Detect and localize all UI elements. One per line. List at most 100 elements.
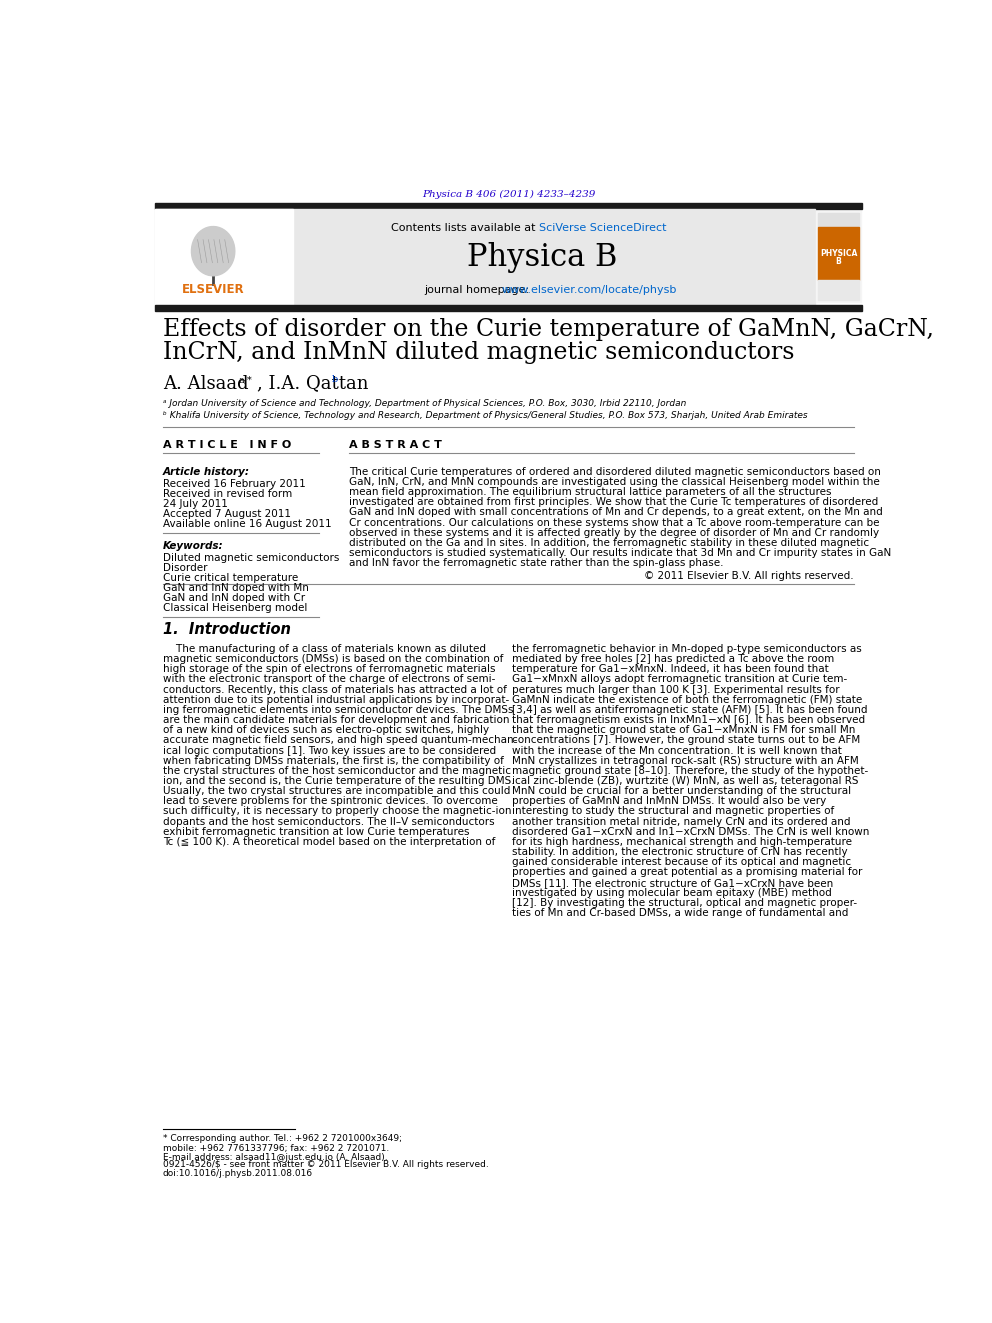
- Text: Physica B: Physica B: [467, 242, 618, 273]
- Bar: [816, 212, 861, 302]
- Text: Received in revised form: Received in revised form: [163, 490, 292, 499]
- Text: lead to severe problems for the spintronic devices. To overcome: lead to severe problems for the spintron…: [163, 796, 498, 806]
- Bar: [155, 209, 293, 306]
- Text: MnN crystallizes in tetragonal rock-salt (RS) structure with an AFM: MnN crystallizes in tetragonal rock-salt…: [512, 755, 858, 766]
- Text: with the electronic transport of the charge of electrons of semi-: with the electronic transport of the cha…: [163, 675, 495, 684]
- Text: that ferromagnetism exists in InxMn1−xN [6]. It has been observed: that ferromagnetism exists in InxMn1−xN …: [512, 714, 865, 725]
- Bar: [155, 306, 862, 311]
- Text: 1.  Introduction: 1. Introduction: [163, 622, 291, 638]
- Text: ing ferromagnetic elements into semiconductor devices. The DMSs: ing ferromagnetic elements into semicond…: [163, 705, 513, 714]
- Text: disordered Ga1−xCrxN and In1−xCrxN DMSs. The CrN is well known: disordered Ga1−xCrxN and In1−xCrxN DMSs.…: [512, 827, 869, 837]
- Text: Effects of disorder on the Curie temperature of GaMnN, GaCrN,: Effects of disorder on the Curie tempera…: [163, 319, 933, 341]
- Text: the crystal structures of the host semiconductor and the magnetic: the crystal structures of the host semic…: [163, 766, 511, 775]
- Text: The manufacturing of a class of materials known as diluted: The manufacturing of a class of material…: [163, 644, 486, 654]
- Text: ᵇ Khalifa University of Science, Technology and Research, Department of Physics/: ᵇ Khalifa University of Science, Technol…: [163, 410, 807, 419]
- Text: high storage of the spin of electrons of ferromagnetic materials: high storage of the spin of electrons of…: [163, 664, 495, 675]
- Text: Cr concentrations. Our calculations on these systems show that a Tc above room-t: Cr concentrations. Our calculations on t…: [349, 517, 879, 528]
- Text: interesting to study the structural and magnetic properties of: interesting to study the structural and …: [512, 807, 833, 816]
- Text: GaN, InN, CrN, and MnN compounds are investigated using the classical Heisenberg: GaN, InN, CrN, and MnN compounds are inv…: [349, 476, 880, 487]
- Text: journal homepage:: journal homepage:: [425, 284, 534, 295]
- Text: ELSEVIER: ELSEVIER: [182, 283, 244, 296]
- Text: Received 16 February 2011: Received 16 February 2011: [163, 479, 306, 490]
- Text: E-mail address: alsaad11@just.edu.jo (A. Alsaad).: E-mail address: alsaad11@just.edu.jo (A.…: [163, 1152, 387, 1162]
- Text: A B S T R A C T: A B S T R A C T: [349, 441, 441, 450]
- Text: 24 July 2011: 24 July 2011: [163, 499, 227, 509]
- Text: A R T I C L E   I N F O: A R T I C L E I N F O: [163, 441, 291, 450]
- Text: GaN and InN doped with Mn: GaN and InN doped with Mn: [163, 583, 309, 593]
- Text: Ga1−xMnxN alloys adopt ferromagnetic transition at Curie tem-: Ga1−xMnxN alloys adopt ferromagnetic tra…: [512, 675, 847, 684]
- Text: Keywords:: Keywords:: [163, 541, 223, 550]
- Text: ᵃ Jordan University of Science and Technology, Department of Physical Sciences, : ᵃ Jordan University of Science and Techn…: [163, 400, 686, 407]
- Text: * Corresponding author. Tel.: +962 2 7201000x3649;: * Corresponding author. Tel.: +962 2 720…: [163, 1134, 402, 1143]
- Text: investigated are obtained from first principles. We show that the Curie Tc tempe: investigated are obtained from first pri…: [349, 497, 878, 507]
- Text: peratures much larger than 100 K [3]. Experimental results for: peratures much larger than 100 K [3]. Ex…: [512, 684, 839, 695]
- Text: such difficulty, it is necessary to properly choose the magnetic-ion: such difficulty, it is necessary to prop…: [163, 807, 511, 816]
- Text: properties of GaMnN and InMnN DMSs. It would also be very: properties of GaMnN and InMnN DMSs. It w…: [512, 796, 825, 806]
- Text: magnetic ground state [8–10]. Therefore, the study of the hypothet-: magnetic ground state [8–10]. Therefore,…: [512, 766, 868, 775]
- Text: for its high hardness, mechanical strength and high-temperature: for its high hardness, mechanical streng…: [512, 837, 851, 847]
- Text: SciVerse ScienceDirect: SciVerse ScienceDirect: [540, 224, 667, 233]
- Text: Diluted magnetic semiconductors: Diluted magnetic semiconductors: [163, 553, 339, 564]
- Text: DMSs [11]. The electronic structure of Ga1−xCrxN have been: DMSs [11]. The electronic structure of G…: [512, 877, 832, 888]
- Text: ical zinc-blende (ZB), wurtzite (W) MnN, as well as, teteragonal RS: ical zinc-blende (ZB), wurtzite (W) MnN,…: [512, 777, 858, 786]
- Text: b: b: [331, 376, 338, 384]
- Text: with the increase of the Mn concentration. It is well known that: with the increase of the Mn concentratio…: [512, 745, 841, 755]
- Text: ties of Mn and Cr-based DMSs, a wide range of fundamental and: ties of Mn and Cr-based DMSs, a wide ran…: [512, 908, 848, 918]
- Bar: [817, 280, 859, 300]
- Text: temperature for Ga1−xMnxN. Indeed, it has been found that: temperature for Ga1−xMnxN. Indeed, it ha…: [512, 664, 828, 675]
- Text: Contents lists available at: Contents lists available at: [392, 224, 540, 233]
- Text: A. Alsaad: A. Alsaad: [163, 374, 254, 393]
- Polygon shape: [191, 226, 235, 275]
- Text: ical logic computations [1]. Two key issues are to be considered: ical logic computations [1]. Two key iss…: [163, 745, 496, 755]
- Text: Disorder: Disorder: [163, 564, 207, 573]
- Text: www.elsevier.com/locate/physb: www.elsevier.com/locate/physb: [501, 284, 677, 295]
- Text: the ferromagnetic behavior in Mn-doped p-type semiconductors as: the ferromagnetic behavior in Mn-doped p…: [512, 644, 861, 654]
- Text: [12]. By investigating the structural, optical and magnetic proper-: [12]. By investigating the structural, o…: [512, 898, 857, 908]
- Text: GaN and InN doped with small concentrations of Mn and Cr depends, to a great ext: GaN and InN doped with small concentrati…: [349, 508, 883, 517]
- Text: conductors. Recently, this class of materials has attracted a lot of: conductors. Recently, this class of mate…: [163, 684, 507, 695]
- Bar: [155, 209, 815, 306]
- Text: Physica B 406 (2011) 4233–4239: Physica B 406 (2011) 4233–4239: [422, 189, 595, 198]
- Text: B: B: [835, 257, 841, 266]
- Text: ion, and the second is, the Curie temperature of the resulting DMS.: ion, and the second is, the Curie temper…: [163, 777, 515, 786]
- Text: The critical Curie temperatures of ordered and disordered diluted magnetic semic: The critical Curie temperatures of order…: [349, 467, 881, 476]
- Text: distributed on the Ga and In sites. In addition, the ferromagnetic stability in : distributed on the Ga and In sites. In a…: [349, 538, 869, 548]
- Text: Classical Heisenberg model: Classical Heisenberg model: [163, 603, 308, 613]
- Text: [3,4] as well as antiferromagnetic state (AFM) [5]. It has been found: [3,4] as well as antiferromagnetic state…: [512, 705, 867, 714]
- Text: MnN could be crucial for a better understanding of the structural: MnN could be crucial for a better unders…: [512, 786, 850, 796]
- Text: , I.A. Qattan: , I.A. Qattan: [257, 374, 374, 393]
- Text: observed in these systems and it is affected greatly by the degree of disorder o: observed in these systems and it is affe…: [349, 528, 879, 537]
- Text: Accepted 7 August 2011: Accepted 7 August 2011: [163, 509, 291, 519]
- Text: of a new kind of devices such as electro-optic switches, highly: of a new kind of devices such as electro…: [163, 725, 489, 736]
- Text: another transition metal nitride, namely CrN and its ordered and: another transition metal nitride, namely…: [512, 816, 850, 827]
- Text: Tc (≦ 100 K). A theoretical model based on the interpretation of: Tc (≦ 100 K). A theoretical model based …: [163, 837, 495, 847]
- Text: Usually, the two crystal structures are incompatible and this could: Usually, the two crystal structures are …: [163, 786, 510, 796]
- Text: accurate magnetic field sensors, and high speed quantum-mechan-: accurate magnetic field sensors, and hig…: [163, 736, 517, 745]
- Text: concentrations [7]. However, the ground state turns out to be AFM: concentrations [7]. However, the ground …: [512, 736, 860, 745]
- Text: gained considerable interest because of its optical and magnetic: gained considerable interest because of …: [512, 857, 850, 868]
- Text: stability. In addition, the electronic structure of CrN has recently: stability. In addition, the electronic s…: [512, 847, 847, 857]
- Text: investigated by using molecular beam epitaxy (MBE) method: investigated by using molecular beam epi…: [512, 888, 831, 898]
- Text: a,*: a,*: [239, 376, 252, 384]
- Text: properties and gained a great potential as a promising material for: properties and gained a great potential …: [512, 868, 862, 877]
- Bar: [817, 213, 859, 226]
- Text: doi:10.1016/j.physb.2011.08.016: doi:10.1016/j.physb.2011.08.016: [163, 1170, 312, 1177]
- Text: Article history:: Article history:: [163, 467, 250, 476]
- Text: PHYSICA: PHYSICA: [819, 249, 857, 258]
- Bar: [817, 226, 859, 280]
- Text: Curie critical temperature: Curie critical temperature: [163, 573, 298, 583]
- Text: mean field approximation. The equilibrium structural lattice parameters of all t: mean field approximation. The equilibriu…: [349, 487, 831, 497]
- Bar: [155, 204, 862, 209]
- Text: that the magnetic ground state of Ga1−xMnxN is FM for small Mn: that the magnetic ground state of Ga1−xM…: [512, 725, 855, 736]
- Text: attention due to its potential industrial applications by incorporat-: attention due to its potential industria…: [163, 695, 509, 705]
- Text: 0921-4526/$ - see front matter © 2011 Elsevier B.V. All rights reserved.: 0921-4526/$ - see front matter © 2011 El…: [163, 1160, 488, 1168]
- Text: and InN favor the ferromagnetic state rather than the spin-glass phase.: and InN favor the ferromagnetic state ra…: [349, 558, 723, 569]
- Text: GaN and InN doped with Cr: GaN and InN doped with Cr: [163, 593, 305, 603]
- Text: mediated by free holes [2] has predicted a Tc above the room: mediated by free holes [2] has predicted…: [512, 654, 833, 664]
- Text: © 2011 Elsevier B.V. All rights reserved.: © 2011 Elsevier B.V. All rights reserved…: [645, 572, 854, 582]
- Text: magnetic semiconductors (DMSs) is based on the combination of: magnetic semiconductors (DMSs) is based …: [163, 654, 503, 664]
- Text: InCrN, and InMnN diluted magnetic semiconductors: InCrN, and InMnN diluted magnetic semico…: [163, 341, 795, 364]
- Text: exhibit ferromagnetic transition at low Curie temperatures: exhibit ferromagnetic transition at low …: [163, 827, 469, 837]
- Text: dopants and the host semiconductors. The II–V semiconductors: dopants and the host semiconductors. The…: [163, 816, 494, 827]
- Text: GaMnN indicate the existence of both the ferromagnetic (FM) state: GaMnN indicate the existence of both the…: [512, 695, 862, 705]
